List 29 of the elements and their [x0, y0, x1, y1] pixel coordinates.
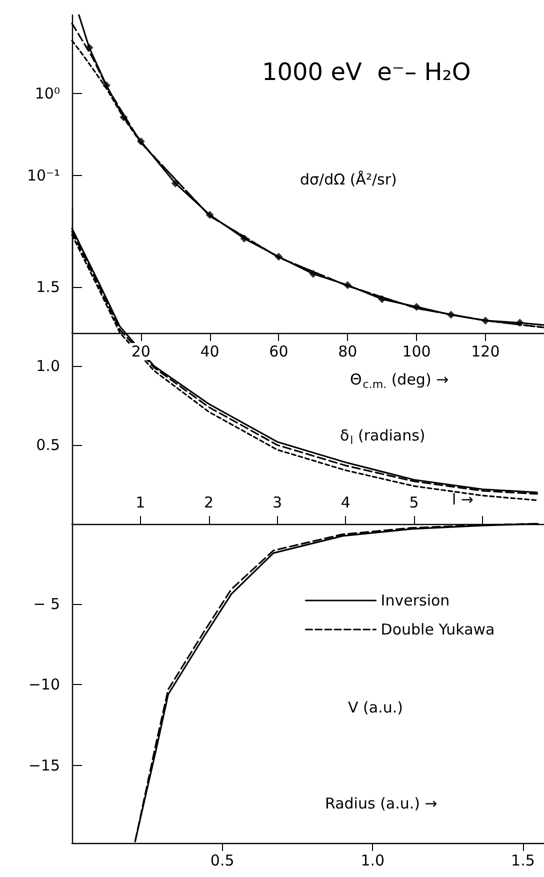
y-tick-label: − 5: [33, 594, 60, 613]
x-tick-label: 80: [338, 342, 358, 360]
x-tick-label: 3: [272, 494, 282, 512]
x-tick-label: 20: [131, 342, 150, 360]
y-tick-label: −10: [28, 676, 60, 694]
y-tick-label: 0.5: [36, 436, 60, 454]
y-tick-label: 1.0: [36, 357, 60, 375]
x-axis-title: Radius (a.u.) →: [325, 794, 438, 812]
x-tick-label: 1.5: [511, 852, 535, 870]
x-tick-label: 0.5: [210, 852, 234, 870]
x-tick-label: 100: [402, 342, 431, 360]
y-tick-label: 1.5: [36, 278, 60, 296]
x-tick-label: 1.0: [360, 852, 385, 870]
x-tick-label: 60: [269, 342, 288, 360]
text: 1000 eV e⁻– H₂O: [262, 58, 471, 86]
y-axis-title: V (a.u.): [348, 698, 403, 716]
legend-label: Inversion: [380, 592, 450, 610]
x-tick-label: 5: [409, 494, 419, 512]
x-tick-label: 1: [136, 494, 146, 512]
legend-label: Double Yukawa: [380, 620, 495, 638]
x-axis-title: l →: [452, 490, 474, 508]
y-axis-title: dσ/dΩ (Å²/sr): [300, 170, 397, 188]
x-tick-label: 120: [471, 342, 500, 360]
x-tick-label: 4: [340, 494, 350, 512]
y-tick-label: 10⁻¹: [26, 166, 60, 184]
y-tick-label: −15: [28, 756, 60, 774]
x-tick-label: 2: [204, 494, 214, 512]
y-tick-label: 10⁰: [34, 84, 60, 102]
x-tick-label: 40: [200, 342, 220, 360]
